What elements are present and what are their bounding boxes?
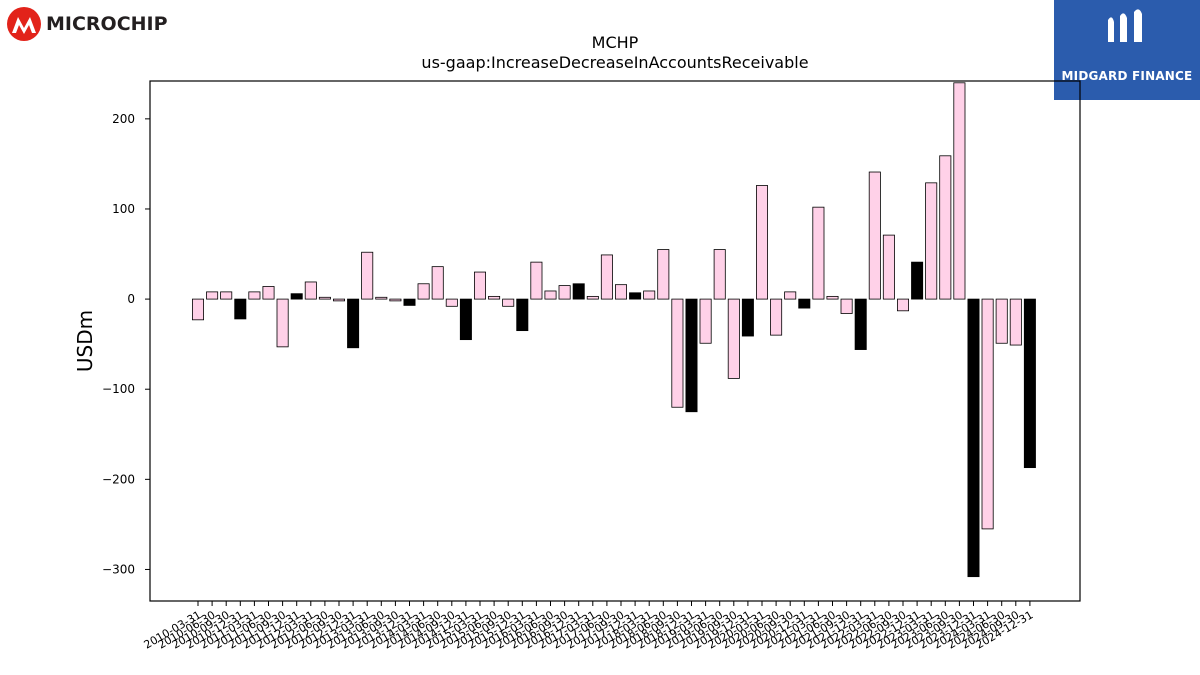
bar-2016-12-31 <box>572 283 585 300</box>
bar-2015-06-30 <box>488 295 501 300</box>
bar-2020-09-30 <box>784 291 797 300</box>
bar-2023-03-31 <box>925 182 938 300</box>
bar-2011-06-30 <box>262 286 275 300</box>
bar-2022-09-30 <box>897 298 910 312</box>
bar-2023-09-30 <box>953 82 966 300</box>
y-tick-label: 100 <box>112 202 135 216</box>
y-axis-label: USDm <box>73 310 97 372</box>
bars-group <box>191 82 1036 578</box>
microchip-logo: MICROCHIP <box>6 6 176 46</box>
bar-2019-12-31 <box>741 298 754 337</box>
bar-2020-06-30 <box>770 298 783 336</box>
bar-2018-09-30 <box>671 298 684 408</box>
bar-2022-06-30 <box>882 234 895 300</box>
bar-2017-12-31 <box>629 292 642 300</box>
bar-2019-06-30 <box>713 249 726 300</box>
bar-2022-03-31 <box>868 171 881 300</box>
bar-2010-09-30 <box>220 291 233 300</box>
bar-2013-12-31 <box>403 298 416 306</box>
bar-2013-09-30 <box>389 298 402 302</box>
y-axis: 200 100 0 −100 −200 −300 <box>102 112 150 576</box>
y-tick-label: −100 <box>102 382 135 396</box>
bar-2024-06-30 <box>995 298 1008 344</box>
bar-2019-03-31 <box>699 298 712 344</box>
bar-2012-06-30 <box>318 296 331 300</box>
bar-2014-12-31 <box>459 298 472 341</box>
bar-2017-03-31 <box>586 295 599 300</box>
bar-2010-12-31 <box>234 298 247 320</box>
bar-2018-03-31 <box>643 290 656 300</box>
bar-2015-03-31 <box>473 271 486 300</box>
bar-2023-12-31 <box>967 298 980 578</box>
bar-2024-03-31 <box>981 298 994 530</box>
bar-2012-09-30 <box>332 298 345 302</box>
bar-2015-09-30 <box>502 298 515 307</box>
bar-2020-03-31 <box>756 185 769 300</box>
y-tick-label: 0 <box>127 292 135 306</box>
bar-2021-06-30 <box>826 295 839 300</box>
chart-subtitle: us-gaap:IncreaseDecreaseInAccountsReceiv… <box>421 53 808 72</box>
bar-2012-12-31 <box>347 298 360 349</box>
bar-2013-06-30 <box>375 296 388 300</box>
x-axis: 2010-03-312010-06-302010-09-302010-12-31… <box>142 601 1035 652</box>
y-tick-label: 200 <box>112 112 135 126</box>
bar-2011-09-30 <box>276 298 289 348</box>
bar-2016-09-30 <box>558 285 571 300</box>
bar-2017-09-30 <box>615 284 628 300</box>
bar-2014-06-30 <box>431 266 444 300</box>
y-tick-label: −200 <box>102 472 135 486</box>
bar-2010-03-31 <box>191 298 204 321</box>
bar-2015-12-31 <box>516 298 529 332</box>
bar-2018-12-31 <box>685 298 698 413</box>
chart-title: MCHP <box>592 33 639 52</box>
bar-2011-12-31 <box>290 293 303 300</box>
bar-2014-03-31 <box>417 283 430 300</box>
bar-2010-06-30 <box>206 291 219 300</box>
bar-2021-09-30 <box>840 298 853 314</box>
midgard-finance-badge: MIDGARD FINANCE <box>1054 0 1200 100</box>
bar-2023-06-30 <box>939 155 952 300</box>
y-tick-label: −300 <box>102 562 135 576</box>
bar-2021-03-31 <box>812 206 825 300</box>
plot-frame <box>149 80 1081 602</box>
midgard-logo-icon <box>1108 9 1142 42</box>
bar-2024-12-31 <box>1023 298 1036 469</box>
bar-2013-03-31 <box>361 251 374 300</box>
bar-2019-09-30 <box>727 298 740 379</box>
bar-2017-06-30 <box>600 254 613 300</box>
bar-2012-03-31 <box>304 281 317 300</box>
bar-2024-09-30 <box>1009 298 1022 346</box>
midgard-finance-label: MIDGARD FINANCE <box>1061 69 1193 83</box>
bar-2016-03-31 <box>530 261 543 300</box>
bar-2022-12-31 <box>911 261 924 300</box>
bar-2018-06-30 <box>657 249 670 300</box>
bar-2021-12-31 <box>854 298 867 350</box>
bar-2011-03-31 <box>248 291 261 300</box>
bar-2016-06-30 <box>544 290 557 300</box>
bar-2020-12-31 <box>798 298 811 309</box>
svg-text:MICROCHIP: MICROCHIP <box>46 13 168 35</box>
bar-2014-09-30 <box>445 298 458 307</box>
